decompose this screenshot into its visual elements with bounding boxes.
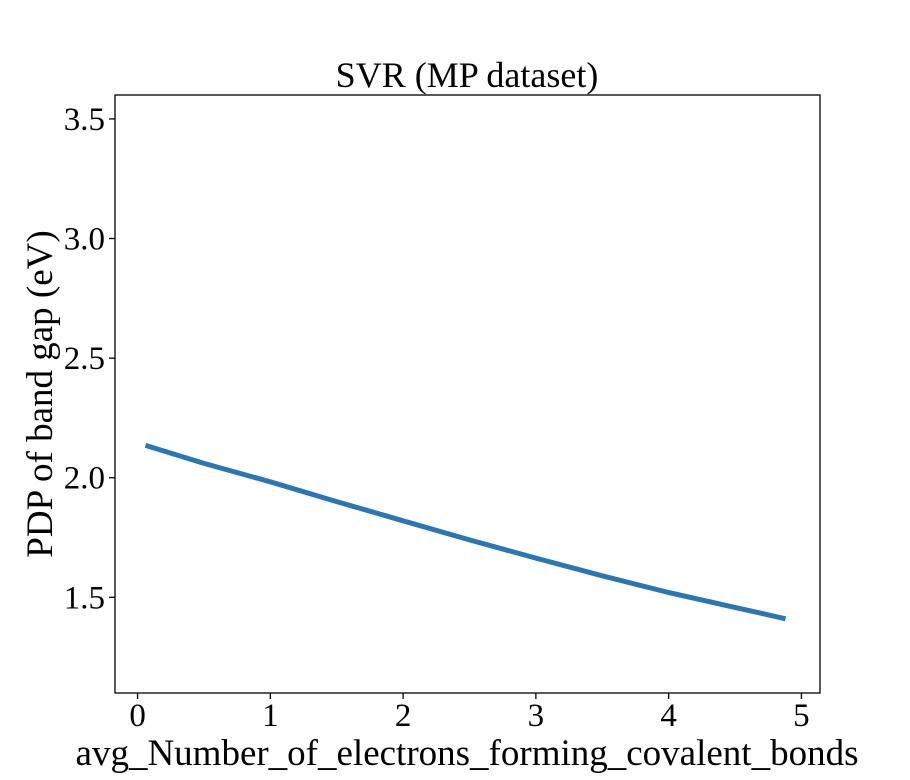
x-tick-label: 3 <box>528 698 545 734</box>
y-axis: 1.5 2.0 2.5 3.0 3.5 <box>64 102 115 616</box>
x-tick-label: 4 <box>660 698 677 734</box>
plot-frame <box>114 94 821 694</box>
y-tick-label: 3.0 <box>64 222 105 258</box>
y-tick-label: 3.5 <box>64 102 105 138</box>
x-tick-label: 5 <box>793 698 810 734</box>
y-tick-label: 2.5 <box>64 341 105 377</box>
x-tick-label: 2 <box>395 698 412 734</box>
series-layer <box>144 443 787 622</box>
x-axis: 0 1 2 3 4 5 <box>129 693 810 734</box>
series-line <box>144 443 787 622</box>
x-axis-label: avg_Number_of_electrons_forming_covalent… <box>76 733 859 774</box>
y-tick-label: 2.0 <box>64 461 105 497</box>
x-tick-label: 1 <box>262 698 279 734</box>
y-axis-label: PDP of band gap (eV) <box>20 230 61 557</box>
chart-title: SVR (MP dataset) <box>336 55 599 95</box>
y-tick-label: 1.5 <box>64 580 105 616</box>
x-tick-label: 0 <box>129 698 146 734</box>
